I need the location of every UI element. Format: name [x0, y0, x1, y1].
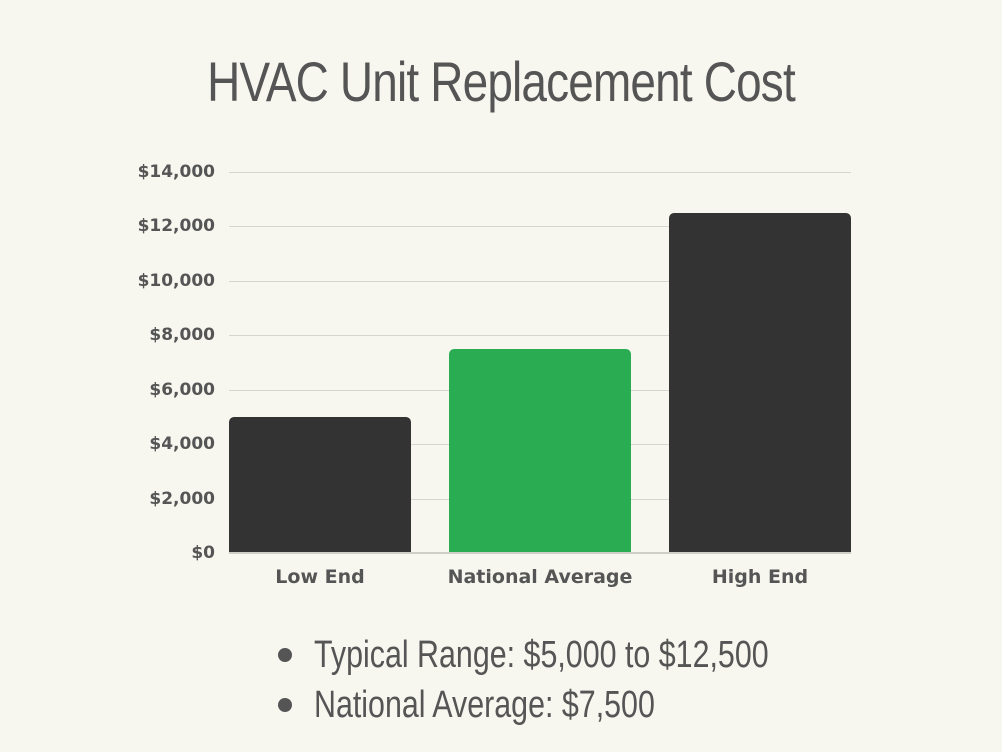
- y-tick-label: $14,000: [137, 162, 215, 182]
- chart-title: HVAC Unit Replacement Cost: [207, 50, 796, 113]
- y-tick-label: $2,000: [149, 488, 215, 509]
- gridline: [229, 335, 851, 337]
- y-tick-label: $12,000: [137, 216, 215, 237]
- y-tick-label: $8,000: [149, 325, 215, 346]
- bullet-text: Typical Range: $5,000 to $12,500: [314, 633, 769, 676]
- gridline: [229, 280, 851, 282]
- bar-national-average: [449, 348, 631, 553]
- bullet-national-average: National Average: $7,500: [278, 680, 882, 730]
- x-tick-label: National Average: [447, 566, 633, 588]
- y-tick-label: $0: [191, 543, 215, 563]
- x-tick-label: High End: [711, 566, 809, 588]
- y-tick-label: $6,000: [149, 379, 215, 400]
- summary-bullets: Typical Range: $5,000 to $12,500 Nationa…: [278, 630, 882, 730]
- bar-low-end: [229, 416, 411, 553]
- bullet-text: National Average: $7,500: [314, 683, 655, 726]
- x-tick-label: Low End: [275, 566, 365, 588]
- gridline: [229, 172, 851, 173]
- bullet-dot-icon: [278, 648, 292, 662]
- y-tick-label: $4,000: [149, 434, 215, 455]
- y-tick-label: $10,000: [137, 270, 215, 291]
- bullet-dot-icon: [278, 698, 292, 712]
- plot-area: [229, 172, 851, 554]
- x-axis-baseline: [229, 552, 851, 554]
- bar-high-end: [669, 212, 851, 553]
- gridline: [229, 226, 851, 228]
- bullet-typical-range: Typical Range: $5,000 to $12,500: [278, 630, 882, 680]
